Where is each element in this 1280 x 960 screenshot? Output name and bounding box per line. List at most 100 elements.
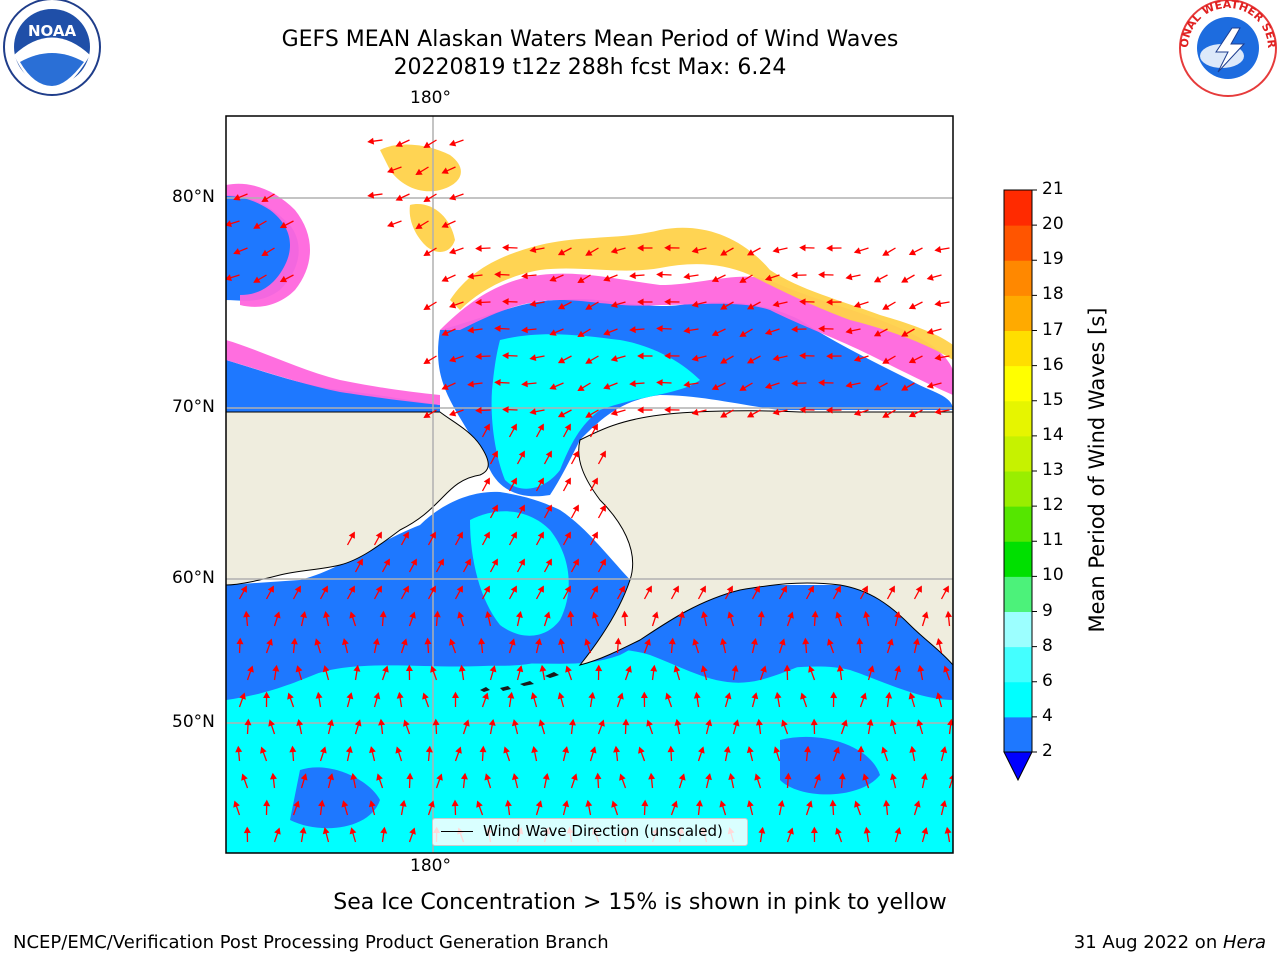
wind-wave-arrowhead [467, 326, 474, 334]
wind-wave-arrowhead [241, 773, 248, 781]
wind-wave-arrowhead [261, 249, 269, 256]
lat-label-80: 80°N [172, 187, 215, 207]
colorbar-tick-label: 13 [1042, 460, 1064, 480]
wind-wave-arrowhead [678, 610, 685, 618]
wind-wave-arrowhead [683, 380, 691, 388]
wind-wave-arrowhead [908, 356, 917, 364]
wind-wave-arrowhead [867, 665, 875, 673]
wind-wave-arrowhead [508, 638, 516, 646]
wind-wave-arrowhead [396, 691, 404, 699]
wind-wave-arrowhead [349, 611, 356, 619]
wind-wave-arrowhead [648, 772, 656, 780]
wind-wave-arrowhead [739, 276, 747, 283]
wind-wave-arrowhead [818, 379, 825, 387]
wind-wave-arrowhead [943, 665, 950, 673]
wind-wave-arrowhead [754, 773, 761, 781]
wind-wave-arrowhead [747, 303, 755, 310]
wind-wave-arrowhead [917, 664, 925, 672]
wind-wave-arrowhead [827, 638, 834, 646]
wind-wave-arrowhead [537, 423, 544, 431]
colorbar-tick-label: 6 [1042, 670, 1053, 691]
wind-wave-arrowhead [253, 276, 261, 283]
wind-wave-arrowhead [940, 800, 947, 808]
wind-wave-arrowhead [664, 406, 671, 414]
wind-wave-arrowhead [758, 826, 766, 834]
wind-wave-arrowhead [449, 247, 457, 255]
wind-wave-arrowhead [885, 691, 893, 699]
wind-wave-arrowhead [226, 220, 232, 227]
nws-logo-text: NATIONAL WEATHER SERVICE [0, 0, 1278, 49]
colorbar-segment [1004, 646, 1032, 683]
wind-wave-arrowhead [437, 558, 444, 566]
lat-label-60: 60°N [172, 568, 215, 588]
wind-wave-arrowhead [432, 718, 440, 726]
wind-wave-arrowhead [739, 330, 747, 337]
wind-wave-arrowhead [764, 274, 773, 282]
wind-wave-arrowhead [908, 410, 917, 418]
wind-wave-arrowhead [545, 450, 552, 458]
wind-wave-arrowhead [549, 329, 557, 336]
wind-wave-arrowhead [494, 379, 501, 387]
wind-wave-arrowhead [482, 692, 489, 700]
wind-wave-arrowhead [423, 357, 431, 365]
wind-wave-arrowhead [348, 585, 355, 593]
wind-wave-arrowhead [488, 718, 496, 726]
wind-wave-arrowhead [799, 352, 806, 360]
wind-wave-arrowhead [537, 585, 544, 593]
wind-wave-arrowhead [683, 272, 691, 280]
wind-wave-arrowhead [755, 718, 763, 726]
wind-wave-arrowhead [531, 745, 539, 753]
wind-wave-arrowhead [449, 638, 456, 646]
wind-wave-arrowhead [485, 610, 492, 618]
wind-wave-arrowhead [235, 745, 243, 753]
wind-wave-arrowhead [410, 558, 417, 566]
wind-wave-arrowhead [346, 692, 354, 700]
wind-wave-arrowhead [886, 638, 894, 646]
wind-wave-arrowhead [853, 247, 861, 255]
wind-wave-arrowhead [611, 800, 618, 808]
wind-wave-arrowhead [591, 477, 598, 485]
wind-wave-arrowhead [272, 664, 280, 672]
colorbar-segment [1004, 576, 1032, 612]
wind-wave-arrowhead [483, 477, 490, 485]
wind-wave-arrowhead [451, 799, 459, 807]
wind-wave-arrowhead [882, 303, 890, 310]
wind-wave-arrowhead [530, 692, 538, 700]
wind-wave-arrowhead [236, 637, 244, 645]
wind-wave-arrowhead [592, 611, 599, 619]
wind-wave-arrowhead [940, 746, 948, 754]
wind-wave-arrowhead [791, 325, 798, 333]
wind-wave-arrowhead [799, 298, 806, 306]
colorbar-tick-label: 18 [1042, 284, 1064, 305]
wind-wave-arrowhead [705, 773, 712, 781]
colorbar-tick-label: 8 [1042, 635, 1053, 656]
wind-wave-arrowhead [807, 585, 814, 593]
wind-wave-arrowhead [240, 585, 247, 593]
wind-wave-arrowhead [934, 408, 942, 415]
wind-wave-arrowhead [672, 585, 679, 593]
wind-wave-arrowhead [751, 692, 759, 700]
wind-wave-arrowhead [341, 800, 349, 808]
wind-wave-arrowhead [603, 383, 611, 390]
wind-wave-arrowhead [405, 664, 413, 672]
wind-wave-arrowhead [456, 531, 463, 539]
wind-wave-arrowhead [610, 355, 618, 362]
wind-wave-arrowhead [511, 719, 519, 727]
wind-wave-arrowhead [375, 531, 382, 539]
wind-wave-arrowhead [510, 423, 517, 431]
wind-wave-arrowhead [901, 330, 909, 337]
wind-wave-arrowhead [818, 325, 825, 333]
wind-wave-arrowhead [777, 799, 785, 807]
wind-wave-arrowhead [873, 330, 882, 337]
wind-wave-arrowhead [882, 357, 890, 364]
wind-wave-arrowhead [747, 357, 755, 364]
wind-wave-arrowhead [564, 531, 571, 539]
wind-wave-arrowhead [936, 637, 943, 646]
wind-wave-arrowhead [535, 800, 543, 808]
wind-wave-arrowhead [826, 298, 833, 306]
wind-wave-arrowhead [483, 531, 490, 539]
wind-wave-arrowhead [944, 826, 952, 834]
wind-wave-arrowhead [269, 772, 277, 780]
colorbar-segment [1004, 330, 1032, 367]
wind-wave-arrowhead [585, 303, 593, 310]
